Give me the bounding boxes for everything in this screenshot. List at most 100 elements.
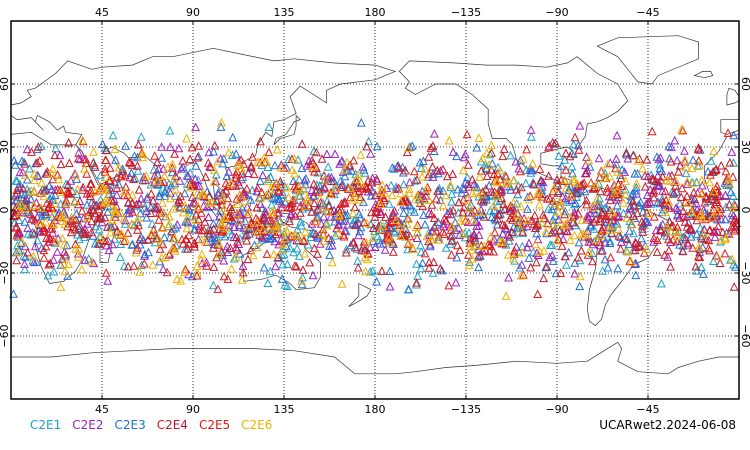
obs-point xyxy=(692,229,702,239)
obs-point xyxy=(235,222,244,231)
obs-point xyxy=(605,171,615,181)
obs-point xyxy=(532,228,542,238)
obs-point xyxy=(390,228,399,237)
obs-point xyxy=(163,162,173,171)
obs-point xyxy=(556,268,566,277)
obs-point xyxy=(80,228,90,237)
obs-point xyxy=(252,202,262,212)
bottom-tick-label: 90 xyxy=(186,403,200,416)
obs-point xyxy=(276,160,286,169)
obs-point xyxy=(501,291,511,300)
obs-point xyxy=(82,189,92,198)
obs-point xyxy=(666,262,675,271)
obs-point xyxy=(495,165,505,175)
obs-point xyxy=(62,240,72,250)
obs-point xyxy=(701,234,711,244)
obs-point xyxy=(439,213,449,223)
obs-point xyxy=(29,187,39,196)
obs-point xyxy=(652,247,662,256)
obs-point xyxy=(70,197,80,206)
obs-point xyxy=(688,178,698,187)
obs-point xyxy=(233,160,243,169)
obs-point xyxy=(156,238,166,248)
obs-point xyxy=(713,221,723,231)
obs-point xyxy=(354,209,364,219)
obs-point xyxy=(621,149,631,159)
obs-point xyxy=(550,198,560,208)
obs-point xyxy=(398,167,408,177)
obs-point xyxy=(472,217,482,226)
obs-point xyxy=(290,261,300,270)
obs-point xyxy=(715,208,725,217)
obs-point xyxy=(292,235,302,245)
obs-point xyxy=(548,137,558,147)
obs-point xyxy=(150,151,160,160)
obs-point xyxy=(530,210,540,220)
obs-point xyxy=(643,198,653,207)
obs-point xyxy=(402,219,412,229)
obs-point xyxy=(596,246,606,255)
obs-point xyxy=(192,270,202,280)
obs-point xyxy=(235,220,244,229)
obs-point xyxy=(469,179,479,188)
obs-point xyxy=(416,163,426,172)
right-lat-label: 30 xyxy=(739,140,750,154)
obs-point xyxy=(447,221,457,231)
obs-point xyxy=(428,268,438,277)
obs-point xyxy=(110,144,120,153)
obs-point xyxy=(209,177,219,186)
obs-point xyxy=(387,223,397,233)
obs-point xyxy=(95,233,105,243)
obs-point xyxy=(158,239,168,249)
obs-point xyxy=(49,209,59,219)
obs-point xyxy=(600,254,610,264)
obs-point xyxy=(80,164,89,173)
obs-point xyxy=(630,245,640,255)
obs-point xyxy=(292,243,302,253)
obs-point xyxy=(87,227,97,237)
obs-point xyxy=(506,150,515,160)
obs-point xyxy=(47,169,57,178)
obs-point xyxy=(271,179,281,189)
obs-point xyxy=(59,239,69,249)
obs-point xyxy=(665,203,675,212)
obs-point xyxy=(190,198,200,207)
obs-point xyxy=(495,185,504,194)
obs-point xyxy=(300,248,310,258)
obs-point xyxy=(361,266,371,276)
obs-point xyxy=(295,191,305,200)
obs-point xyxy=(13,228,23,237)
obs-point xyxy=(133,166,143,175)
obs-point xyxy=(175,176,185,185)
obs-point xyxy=(354,186,364,195)
obs-point xyxy=(404,184,414,193)
coastline-16 xyxy=(693,71,714,79)
obs-point xyxy=(212,196,222,205)
obs-point xyxy=(118,164,128,173)
obs-point xyxy=(107,195,117,205)
obs-point xyxy=(487,165,496,174)
obs-point xyxy=(133,225,142,234)
obs-point xyxy=(194,141,204,150)
obs-point xyxy=(613,167,623,176)
obs-point xyxy=(168,159,177,169)
obs-point xyxy=(465,233,475,243)
obs-point xyxy=(692,215,702,225)
obs-point xyxy=(234,216,244,225)
obs-point xyxy=(638,227,648,236)
obs-point xyxy=(573,208,583,218)
obs-point xyxy=(404,143,414,152)
obs-point xyxy=(135,239,145,249)
obs-point xyxy=(271,261,280,271)
obs-point xyxy=(219,203,229,212)
obs-point xyxy=(575,271,585,281)
obs-point xyxy=(112,183,122,192)
obs-point xyxy=(574,237,584,247)
obs-point xyxy=(331,183,341,193)
obs-point xyxy=(158,223,168,232)
obs-point xyxy=(396,231,406,240)
bottom-tick-label: −135 xyxy=(451,403,481,416)
obs-point xyxy=(61,195,71,205)
obs-point xyxy=(362,183,372,192)
obs-point xyxy=(242,183,252,193)
